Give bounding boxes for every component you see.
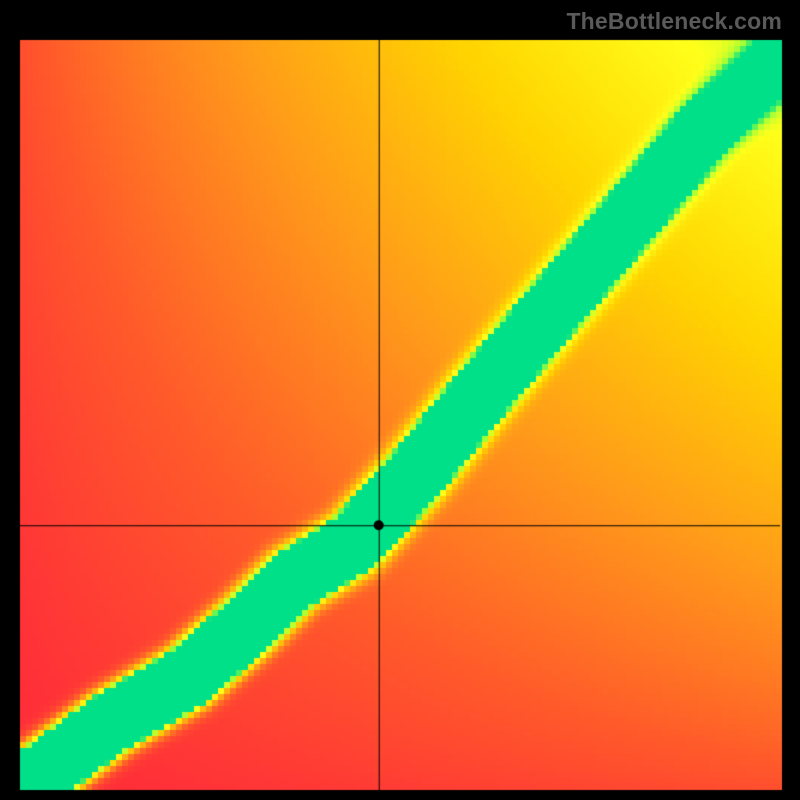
bottleneck-heatmap [0,0,800,800]
chart-container: TheBottleneck.com [0,0,800,800]
watermark-text: TheBottleneck.com [566,8,782,35]
